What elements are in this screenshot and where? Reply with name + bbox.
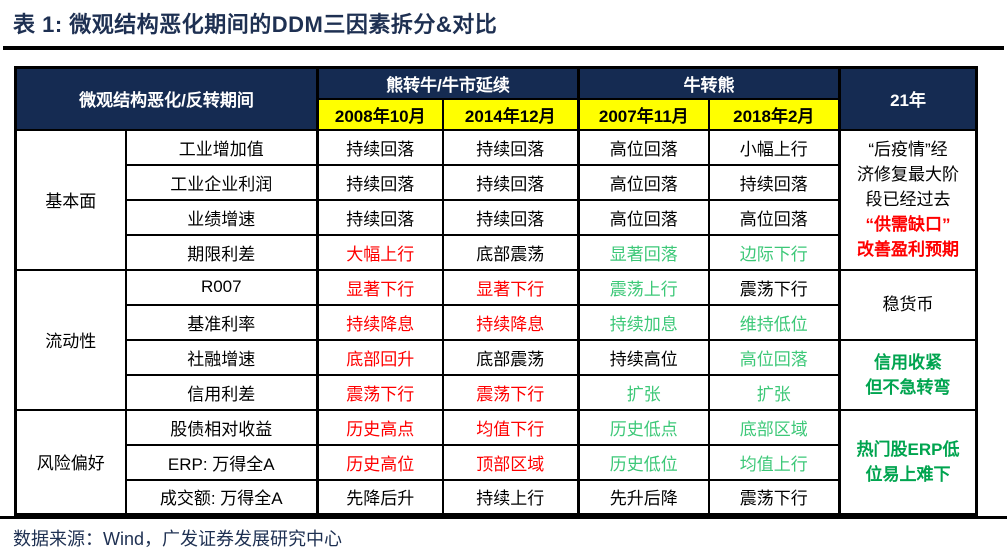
table-title: 表 1: 微观结构恶化期间的DDM三因素拆分&对比 <box>13 12 498 37</box>
value-cell: 边际下行 <box>707 233 841 271</box>
value-cell: 持续降息 <box>441 303 580 341</box>
value-cell: 持续高位 <box>577 338 710 376</box>
value-cell: 历史高位 <box>316 443 444 481</box>
note-cell-monetary: 稳货币 <box>838 268 978 341</box>
table-row: 基准利率 持续降息 持续降息 持续加息 维持低位 <box>16 303 977 341</box>
colgroup-bull-to-bear: 牛转熊 <box>577 66 841 100</box>
value-cell: 持续回落 <box>441 198 580 236</box>
table-row: 基本面 工业增加值 持续回落 持续回落 高位回落 小幅上行 “后疫情”经 济修复… <box>14 128 978 271</box>
data-source: 数据来源：Wind，广发证券发展研究中心 <box>13 529 343 549</box>
value-cell: 高位回落 <box>577 163 710 201</box>
value-cell: 历史高点 <box>316 408 444 446</box>
row-indicator: 成交额: 万得全A <box>124 478 319 516</box>
note-cell-fundamentals: “后疫情”经 济修复最大阶 段已经过去 “供需缺口” 改善盈利预期 <box>838 128 978 271</box>
value-cell: 均值上行 <box>707 443 841 481</box>
table-row: 风险偏好 股债相对收益 历史高点 均值下行 历史低点 底部区域 热门股ERP低 … <box>14 408 978 516</box>
ddm-factors-table: 微观结构恶化/反转期间 熊转牛/牛市延续 牛转熊 21年 2008年10月 20… <box>14 66 979 516</box>
row-indicator: 业绩增速 <box>124 198 319 236</box>
value-cell: 持续回落 <box>707 163 841 201</box>
row-indicator: 社融增速 <box>124 338 319 376</box>
value-cell: 震荡下行 <box>441 373 580 411</box>
value-cell: 历史低位 <box>577 443 710 481</box>
value-cell: 底部回升 <box>316 338 444 376</box>
table-row: 工业企业利润 持续回落 持续回落 高位回落 持续回落 <box>16 163 977 201</box>
col-21year-header: 21年 <box>838 66 978 131</box>
date-2007-11: 2007年11月 <box>577 97 710 131</box>
value-cell: 先升后降 <box>577 478 710 516</box>
section-label-liquidity: 流动性 <box>14 268 127 411</box>
note-text: 稳货币 <box>882 295 934 314</box>
value-cell: 震荡上行 <box>577 268 710 306</box>
value-cell: 持续加息 <box>577 303 710 341</box>
value-cell: 大幅上行 <box>316 233 444 271</box>
corner-header: 微观结构恶化/反转期间 <box>14 66 319 131</box>
row-indicator: 股债相对收益 <box>124 408 319 446</box>
date-2018-02: 2018年2月 <box>707 97 841 131</box>
value-cell: 小幅上行 <box>707 128 841 166</box>
row-indicator: 基准利率 <box>124 303 319 341</box>
value-cell: 维持低位 <box>707 303 841 341</box>
value-cell: 顶部区域 <box>441 443 580 481</box>
value-cell: 高位回落 <box>577 198 710 236</box>
value-cell: 震荡下行 <box>707 268 841 306</box>
title-divider <box>3 46 1004 50</box>
value-cell: 持续回落 <box>441 163 580 201</box>
note-cell-credit: 信用收紧 但不急转弯 <box>838 338 978 411</box>
table-row: 社融增速 底部回升 底部震荡 持续高位 高位回落 信用收紧 但不急转弯 <box>16 338 978 411</box>
note-text: “后疫情”经 济修复最大阶 段已经过去 <box>857 140 960 209</box>
value-cell: 先降后升 <box>316 478 444 516</box>
value-cell: 显著下行 <box>316 268 444 306</box>
note-text: 热门股ERP低 位易上难下 <box>856 439 960 484</box>
note-text: 信用收紧 但不急转弯 <box>865 352 951 397</box>
value-cell: 显著下行 <box>441 268 580 306</box>
value-cell: 持续回落 <box>441 128 580 166</box>
value-cell: 持续上行 <box>441 478 580 516</box>
value-cell: 底部区域 <box>707 408 841 446</box>
table-row: 信用利差 震荡下行 震荡下行 扩张 扩张 <box>16 373 977 411</box>
section-label-fundamentals: 基本面 <box>14 128 127 271</box>
row-indicator: 工业增加值 <box>124 128 319 166</box>
value-cell: 震荡下行 <box>707 478 841 516</box>
header-row-groups: 微观结构恶化/反转期间 熊转牛/牛市延续 牛转熊 21年 <box>14 66 978 131</box>
value-cell: 高位回落 <box>707 338 841 376</box>
value-cell: 高位回落 <box>577 128 710 166</box>
value-cell: 高位回落 <box>707 198 841 236</box>
value-cell: 持续回落 <box>316 128 444 166</box>
note-cell-risk: 热门股ERP低 位易上难下 <box>838 408 978 516</box>
value-cell: 持续回落 <box>316 198 444 236</box>
colgroup-bear-to-bull: 熊转牛/牛市延续 <box>316 66 580 100</box>
value-cell: 持续回落 <box>316 163 444 201</box>
footer-divider <box>0 516 1007 519</box>
note-text: “供需缺口” 改善盈利预期 <box>857 215 960 259</box>
date-2014-12: 2014年12月 <box>441 97 580 131</box>
value-cell: 持续降息 <box>316 303 444 341</box>
value-cell: 震荡下行 <box>316 373 444 411</box>
section-label-risk-appetite: 风险偏好 <box>14 408 127 516</box>
table-row: 业绩增速 持续回落 持续回落 高位回落 高位回落 <box>16 198 977 236</box>
value-cell: 显著回落 <box>577 233 710 271</box>
table-row: ERP: 万得全A 历史高位 顶部区域 历史低位 均值上行 <box>16 443 977 481</box>
row-indicator: 期限利差 <box>124 233 319 271</box>
value-cell: 均值下行 <box>441 408 580 446</box>
value-cell: 扩张 <box>577 373 710 411</box>
date-2008-10: 2008年10月 <box>316 97 444 131</box>
row-indicator: 工业企业利润 <box>124 163 319 201</box>
value-cell: 历史低点 <box>577 408 710 446</box>
table-row: 流动性 R007 显著下行 显著下行 震荡上行 震荡下行 稳货币 <box>14 268 978 411</box>
value-cell: 扩张 <box>707 373 841 411</box>
value-cell: 底部震荡 <box>441 233 580 271</box>
row-indicator: 信用利差 <box>124 373 319 411</box>
value-cell: 底部震荡 <box>441 338 580 376</box>
header-row-dates: 2008年10月 2014年12月 2007年11月 2018年2月 <box>16 97 977 131</box>
table-row: 期限利差 大幅上行 底部震荡 显著回落 边际下行 <box>16 233 977 271</box>
row-indicator: R007 <box>124 268 319 306</box>
table-row: 成交额: 万得全A 先降后升 持续上行 先升后降 震荡下行 <box>16 478 977 516</box>
row-indicator: ERP: 万得全A <box>124 443 319 481</box>
